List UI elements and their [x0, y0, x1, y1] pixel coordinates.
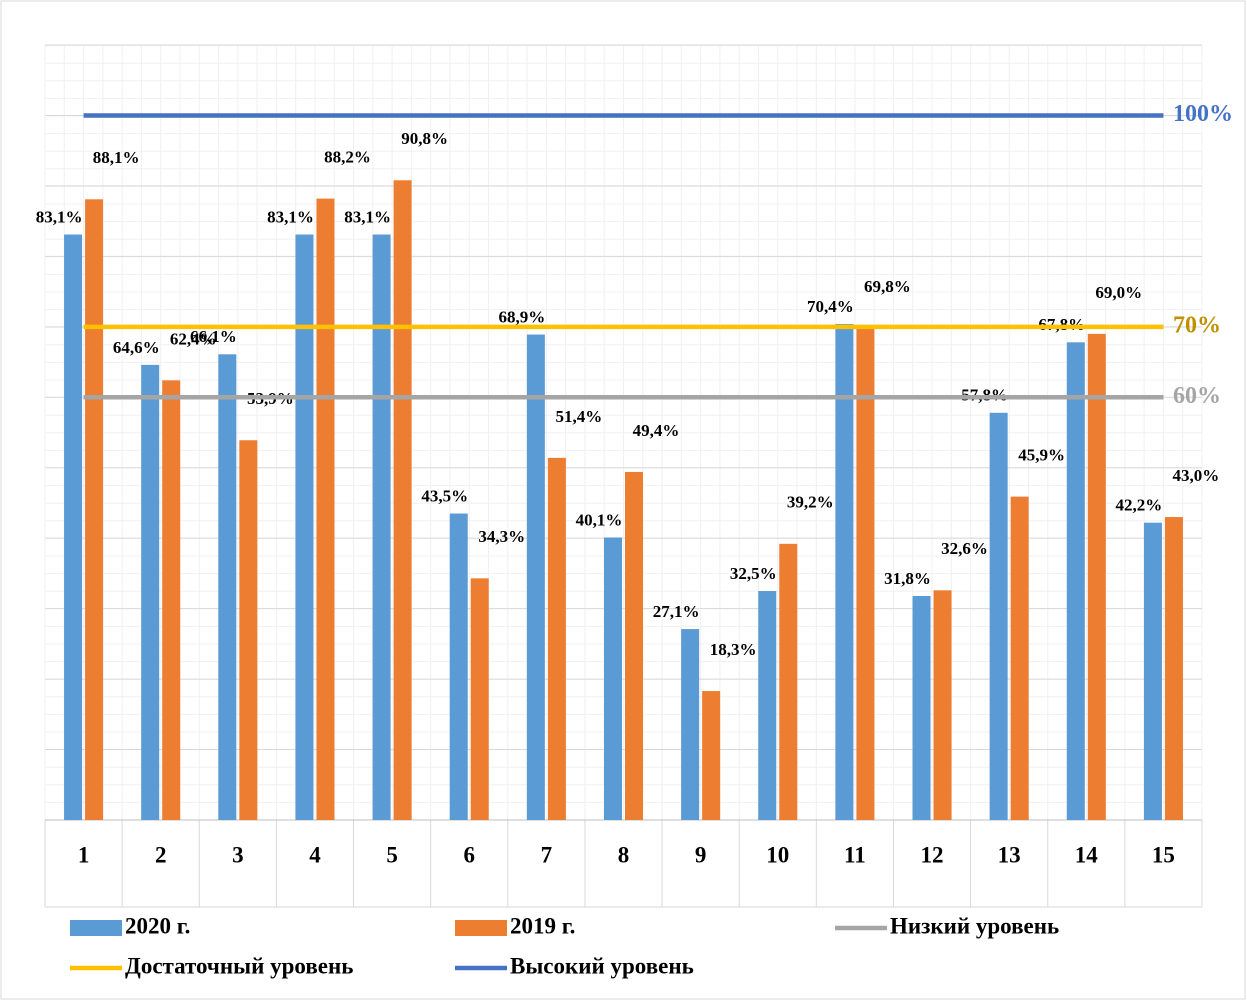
legend-label: 2019 г.: [510, 913, 575, 938]
data-label: 69,8%: [864, 277, 911, 296]
x-tick-label: 10: [766, 842, 789, 867]
bar: [470, 578, 489, 820]
data-label: 32,6%: [941, 539, 988, 558]
bar: [989, 412, 1008, 820]
x-tick-label: 1: [78, 842, 90, 867]
x-tick-label: 6: [463, 842, 475, 867]
legend-label: 2020 г.: [125, 913, 190, 938]
x-tick-label: 3: [232, 842, 244, 867]
data-label: 31,8%: [884, 569, 931, 588]
reference-label: 60%: [1173, 383, 1221, 409]
data-label: 51,4%: [555, 407, 602, 426]
x-tick-label: 4: [309, 842, 321, 867]
legend-swatch: [455, 920, 507, 936]
x-tick-label: 12: [921, 842, 944, 867]
bar: [1010, 496, 1029, 820]
x-tick-label: 14: [1075, 842, 1099, 867]
bar: [393, 180, 412, 821]
data-label: 69,0%: [1095, 283, 1142, 302]
data-label: 68,9%: [498, 307, 545, 326]
bar: [1066, 342, 1085, 820]
bar: [1164, 517, 1183, 820]
x-tick-label: 8: [618, 842, 630, 867]
bar: [1087, 333, 1106, 820]
bar: [758, 591, 777, 820]
data-label: 43,5%: [421, 486, 468, 505]
data-label: 18,3%: [710, 640, 757, 659]
data-label: 45,9%: [1018, 446, 1065, 465]
bar: [933, 590, 952, 820]
data-label: 32,5%: [730, 564, 777, 583]
data-label: 83,1%: [36, 207, 83, 226]
bar: [372, 234, 391, 821]
x-tick-label: 5: [386, 842, 398, 867]
data-label: 83,1%: [267, 207, 314, 226]
bar: [141, 364, 160, 820]
data-label: 62,4%: [170, 329, 217, 348]
reference-label: 100%: [1173, 101, 1233, 127]
grid: [44, 44, 1203, 908]
bar: [912, 595, 931, 820]
x-tick-label: 11: [844, 842, 866, 867]
bar: [218, 354, 237, 820]
bar: [526, 334, 545, 820]
data-label: 64,6%: [113, 338, 160, 357]
data-label: 70,4%: [807, 297, 854, 316]
x-tick-label: 15: [1152, 842, 1175, 867]
bar: [449, 513, 468, 820]
legend-label: Высокий уровень: [510, 953, 694, 978]
legend-label: Достаточный уровень: [125, 953, 353, 978]
data-label: 43,0%: [1173, 466, 1220, 485]
bar: [239, 440, 258, 820]
bar: [625, 471, 643, 820]
data-label: 40,1%: [576, 510, 623, 529]
x-tick-label: 9: [695, 842, 707, 867]
data-label: 90,8%: [401, 129, 448, 148]
data-label: 39,2%: [787, 493, 834, 512]
bar: [162, 380, 181, 820]
bar: [64, 234, 83, 821]
data-label: 34,3%: [478, 527, 525, 546]
x-tick-label: 2: [155, 842, 167, 867]
bar: [316, 198, 335, 820]
data-label: 83,1%: [344, 207, 391, 226]
bar: [85, 199, 104, 820]
x-tick-label: 13: [998, 842, 1021, 867]
data-label: 27,1%: [653, 602, 700, 621]
legend-label: Низкий уровень: [890, 913, 1059, 938]
data-label: 49,4%: [633, 421, 680, 440]
bar: [295, 234, 314, 821]
bar: [779, 543, 798, 820]
bar: [604, 537, 622, 820]
data-label: 42,2%: [1116, 496, 1163, 515]
legend: 2020 г. 2019 г. Низкий уровень Достаточный …: [70, 913, 1059, 978]
marks: 1 2 3 4 5 6 7 8 9 10 11 12 13 14 1583,1%64,6%66,1%83,1…: [36, 101, 1233, 867]
bar: [681, 629, 700, 820]
legend-swatch: [70, 920, 122, 936]
bar: [702, 691, 721, 820]
data-label: 88,1%: [93, 148, 140, 167]
bar: [547, 457, 566, 820]
reference-label: 70%: [1173, 312, 1221, 338]
bar: [835, 324, 854, 820]
data-label: 88,2%: [324, 147, 371, 166]
bar: [856, 328, 875, 820]
x-tick-label: 7: [541, 842, 553, 867]
bar: [1143, 522, 1162, 820]
data-label: 66,1%: [190, 327, 237, 346]
